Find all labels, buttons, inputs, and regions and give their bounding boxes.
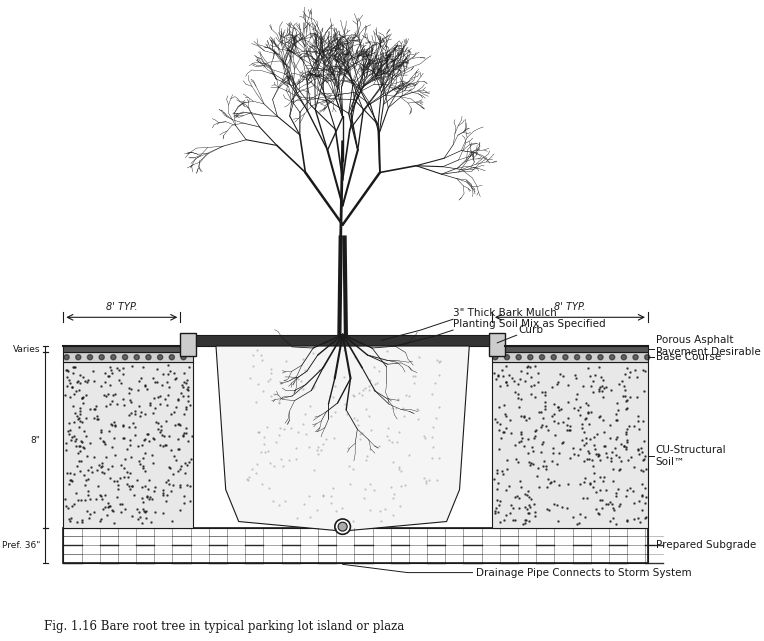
Circle shape <box>586 354 591 360</box>
Circle shape <box>111 354 116 360</box>
Circle shape <box>504 354 510 360</box>
Circle shape <box>169 354 174 360</box>
Bar <box>196 335 489 346</box>
Text: Base Course: Base Course <box>656 352 721 362</box>
Circle shape <box>493 354 498 360</box>
Circle shape <box>157 354 163 360</box>
Circle shape <box>551 354 556 360</box>
Text: 8' TYP.: 8' TYP. <box>106 302 138 312</box>
Circle shape <box>76 354 81 360</box>
Circle shape <box>181 354 186 360</box>
Text: 8": 8" <box>31 436 40 445</box>
Polygon shape <box>216 346 469 531</box>
Polygon shape <box>63 362 193 528</box>
Circle shape <box>99 354 104 360</box>
Text: Curb: Curb <box>518 324 543 335</box>
Circle shape <box>122 354 128 360</box>
Bar <box>489 333 505 356</box>
Text: Pref. 36": Pref. 36" <box>2 541 40 550</box>
Circle shape <box>539 354 545 360</box>
Polygon shape <box>63 528 648 563</box>
Circle shape <box>516 354 521 360</box>
Circle shape <box>87 354 92 360</box>
Text: 8' TYP.: 8' TYP. <box>554 302 586 312</box>
Circle shape <box>338 522 347 531</box>
Circle shape <box>146 354 151 360</box>
Circle shape <box>645 354 650 360</box>
Bar <box>63 346 193 353</box>
Circle shape <box>528 354 533 360</box>
Text: 3" Thick Bark Mulch: 3" Thick Bark Mulch <box>453 308 557 318</box>
Text: Porous Asphalt
Pavement Desirable: Porous Asphalt Pavement Desirable <box>656 335 760 357</box>
Circle shape <box>621 354 626 360</box>
Text: Varies: Varies <box>13 345 40 354</box>
Circle shape <box>563 354 568 360</box>
Bar <box>492 353 648 362</box>
Circle shape <box>575 354 580 360</box>
Bar <box>63 353 193 362</box>
Circle shape <box>335 519 351 535</box>
Circle shape <box>64 354 70 360</box>
Text: CU-Structural
Soil™: CU-Structural Soil™ <box>656 445 727 467</box>
Circle shape <box>134 354 139 360</box>
Text: Prepared Subgrade: Prepared Subgrade <box>656 540 756 551</box>
Text: Planting Soil Mix as Specified: Planting Soil Mix as Specified <box>453 319 606 329</box>
Circle shape <box>610 354 615 360</box>
Text: Drainage Pipe Connects to Storm System: Drainage Pipe Connects to Storm System <box>476 567 691 578</box>
Bar <box>492 346 648 353</box>
Circle shape <box>598 354 603 360</box>
Text: Fig. 1.16 Bare root tree in typical parking lot island or plaza: Fig. 1.16 Bare root tree in typical park… <box>44 620 404 633</box>
Bar <box>180 333 196 356</box>
Circle shape <box>633 354 638 360</box>
Polygon shape <box>492 362 648 528</box>
